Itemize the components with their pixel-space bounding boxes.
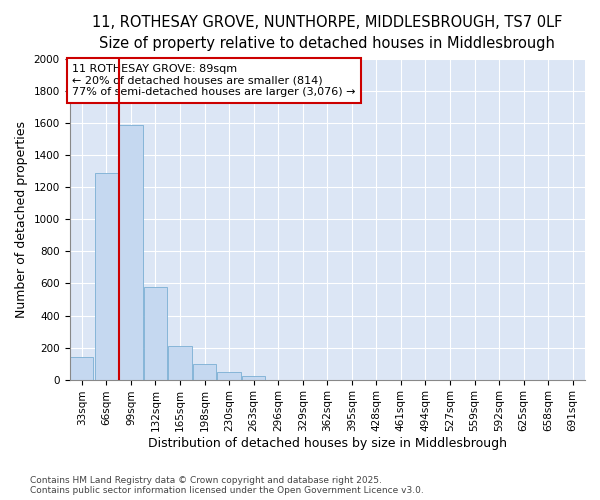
- Bar: [193, 364, 216, 380]
- Title: 11, ROTHESAY GROVE, NUNTHORPE, MIDDLESBROUGH, TS7 0LF
Size of property relative : 11, ROTHESAY GROVE, NUNTHORPE, MIDDLESBR…: [92, 15, 562, 51]
- Bar: [217, 372, 241, 380]
- Bar: [144, 286, 167, 380]
- Text: 11 ROTHESAY GROVE: 89sqm
← 20% of detached houses are smaller (814)
77% of semi-: 11 ROTHESAY GROVE: 89sqm ← 20% of detach…: [72, 64, 356, 97]
- Bar: [95, 173, 118, 380]
- Bar: [169, 346, 191, 380]
- Text: Contains HM Land Registry data © Crown copyright and database right 2025.
Contai: Contains HM Land Registry data © Crown c…: [30, 476, 424, 495]
- Bar: [70, 357, 94, 380]
- Bar: [242, 376, 265, 380]
- Bar: [119, 125, 143, 380]
- Y-axis label: Number of detached properties: Number of detached properties: [15, 121, 28, 318]
- X-axis label: Distribution of detached houses by size in Middlesbrough: Distribution of detached houses by size …: [148, 437, 507, 450]
